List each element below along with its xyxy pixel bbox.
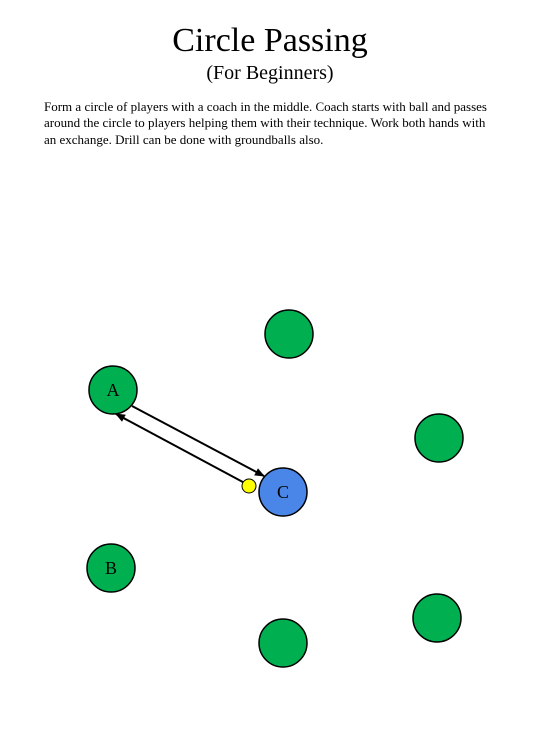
node-player6 bbox=[413, 594, 461, 642]
edge-pass_back bbox=[116, 414, 254, 488]
node-player1 bbox=[265, 310, 313, 358]
edge-pass_out bbox=[132, 406, 264, 476]
drill-diagram: A C B bbox=[0, 22, 540, 742]
edges-group bbox=[116, 406, 264, 488]
page: Circle Passing (For Beginners) Form a ci… bbox=[0, 22, 540, 742]
node-player5 bbox=[259, 619, 307, 667]
node-label-playerB: B bbox=[105, 558, 117, 578]
node-label-coachC: C bbox=[277, 482, 289, 502]
node-label-playerA: A bbox=[107, 380, 120, 400]
node-ball bbox=[242, 479, 256, 493]
nodes-group: A C B bbox=[87, 310, 463, 667]
node-player3 bbox=[415, 414, 463, 462]
